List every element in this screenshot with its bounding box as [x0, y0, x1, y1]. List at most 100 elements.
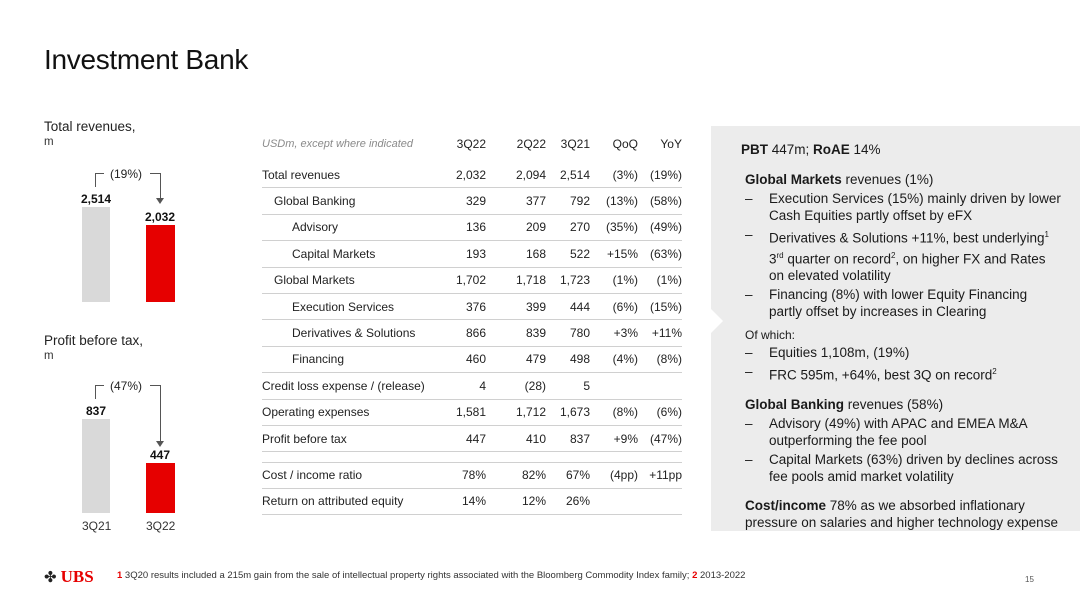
table-cell: 399: [525, 299, 546, 314]
pbt-change: (47%): [110, 379, 143, 393]
table-cell: 168: [525, 246, 546, 261]
row-label: Derivatives & Solutions: [292, 326, 416, 341]
row-label: Return on attributed equity: [262, 494, 404, 509]
table-row: Global Markets 1,702 1,718 1,723 (1%) (1%): [262, 268, 682, 294]
table-row: Profit before tax 447 410 837 +9% (47%): [262, 426, 682, 453]
pbt-chart-label: Profit before tax, m: [44, 332, 214, 363]
table-cell: 498: [569, 352, 590, 367]
table-cell: (28): [524, 378, 546, 393]
list-item: Execution Services (15%) mainly driven b…: [745, 190, 1062, 224]
footnote-number: 2: [692, 570, 698, 581]
cost-income-label: Cost/income: [745, 497, 827, 513]
row-label: Global Markets: [274, 273, 355, 288]
global-markets-change: revenues (1%): [841, 172, 934, 187]
table-cell: (4%): [612, 352, 638, 367]
global-banking-heading: Global Banking revenues (58%): [745, 396, 1062, 413]
table-row: Advisory 136 209 270 (35%) (49%): [262, 215, 682, 242]
table-cell: 26%: [565, 494, 590, 509]
pbt-value: 447m;: [768, 142, 814, 157]
pbt-summary: PBT 447m; RoAE 14%: [741, 142, 1062, 157]
table-cell: 78%: [461, 468, 486, 483]
revenue-bracket-left: [95, 173, 96, 187]
revenue-bar-3q21: [82, 207, 110, 302]
list-item-text: 3: [769, 251, 777, 266]
footnote-text: 2013-2022: [697, 570, 746, 581]
table-cell: (35%): [605, 220, 638, 235]
row-label: Total revenues: [262, 167, 341, 182]
revenue-bracket-top-left: [95, 173, 104, 174]
logo-text: UBS: [60, 567, 94, 586]
pbt-bracket-top-left: [95, 385, 104, 386]
table-cell: +3%: [613, 326, 638, 341]
list-item: Derivatives & Solutions +11%, best under…: [745, 226, 1062, 284]
roae-label: RoAE: [813, 142, 850, 157]
footnote-text: 3Q20 results included a 215m gain from t…: [122, 570, 693, 581]
table-cell: 444: [569, 299, 590, 314]
table-row: Derivatives & Solutions 866 839 780 +3% +11%: [262, 320, 682, 347]
table-cell: (1%): [656, 273, 682, 288]
table-row: Total revenues 2,032 2,094 2,514 (3%) (19%): [262, 162, 682, 189]
row-label: Operating expenses: [262, 405, 370, 420]
table-cell: (58%): [649, 194, 682, 209]
table-body: Total revenues 2,032 2,094 2,514 (3%) (19%) Gl…: [262, 162, 682, 516]
table-cell: (15%): [649, 299, 682, 314]
row-label: Advisory: [292, 220, 339, 235]
financial-table: USDm, except where indicated 3Q22 2Q22 3…: [262, 126, 682, 516]
list-item: FRC 595m, +64%, best 3Q on record2: [745, 363, 1062, 384]
table-cell: 1,673: [559, 405, 590, 420]
table-row: Financing 460 479 498 (4%) (8%): [262, 347, 682, 374]
table-row: Cost / income ratio 78% 82% 67% (4pp) +11pp: [262, 462, 682, 489]
table-cell: 12%: [521, 494, 546, 509]
table-row: Credit loss expense / (release) 4 (28) 5: [262, 373, 682, 400]
header-qoq: QoQ: [612, 137, 638, 151]
table-cell: (47%): [649, 431, 682, 446]
table-cell: 460: [465, 352, 486, 367]
table-cell: 792: [569, 194, 590, 209]
global-banking-change: revenues (58%): [844, 396, 944, 412]
table-row: Global Banking 329 377 792 (13%) (58%): [262, 188, 682, 215]
table-cell: 270: [569, 220, 590, 235]
table-cell: (13%): [605, 194, 638, 209]
table-cell: (63%): [649, 246, 682, 261]
ordinal-suffix: rd: [776, 250, 784, 260]
table-cell: +11pp: [649, 468, 682, 483]
pbt-arrow-icon: [156, 441, 164, 447]
list-item-text: quarter on record: [783, 251, 891, 266]
footnotes: 1 3Q20 results included a 215m gain from…: [117, 570, 745, 581]
table-cell: 4: [479, 378, 486, 393]
table-cell: 2,094: [515, 167, 546, 182]
page-number: 15: [1025, 575, 1034, 584]
header-3q22: 3Q22: [456, 137, 486, 151]
row-label: Execution Services: [292, 299, 395, 314]
table-row: Return on attributed equity 14% 12% 26%: [262, 489, 682, 516]
table-header: USDm, except where indicated 3Q22 2Q22 3…: [262, 126, 682, 162]
revenue-bracket-top-right: [150, 173, 160, 174]
table-cell: 839: [525, 326, 546, 341]
row-label: Cost / income ratio: [262, 468, 363, 483]
revenue-change: (19%): [110, 167, 143, 181]
row-label: Capital Markets: [292, 246, 376, 261]
table-cell: (3%): [612, 167, 638, 182]
pbt-chart-title: Profit before tax,: [44, 333, 144, 348]
footnote-ref: 2: [992, 367, 997, 376]
global-banking-label: Global Banking: [745, 396, 845, 412]
x-label-3q21: 3Q21: [82, 519, 112, 533]
table-cell: 2,032: [455, 167, 486, 182]
row-label: Profit before tax: [262, 431, 347, 446]
footnote-ref: 1: [1044, 230, 1049, 239]
table-cell: 2,514: [559, 167, 590, 182]
pbt-bar-3q22: [146, 463, 175, 513]
table-cell: 1,702: [455, 273, 486, 288]
table-cell: 780: [569, 326, 590, 341]
table-cell: (8%): [656, 352, 682, 367]
row-label: Credit loss expense / (release): [262, 378, 425, 393]
table-cell: 193: [465, 246, 486, 261]
table-row: Operating expenses 1,581 1,712 1,673 (8%) (6%…: [262, 400, 682, 426]
global-markets-label: Global Markets: [745, 172, 842, 187]
cost-income-note: Cost/income 78% as we absorbed inflation…: [745, 497, 1062, 531]
table-row: Capital Markets 193 168 522 +15% (63%): [262, 241, 682, 268]
pbt-label: PBT: [741, 142, 768, 157]
table-cell: 410: [525, 431, 546, 446]
pbt-bar-label-3q22: 447: [149, 448, 171, 462]
revenue-chart-title: Total revenues,: [44, 119, 136, 134]
